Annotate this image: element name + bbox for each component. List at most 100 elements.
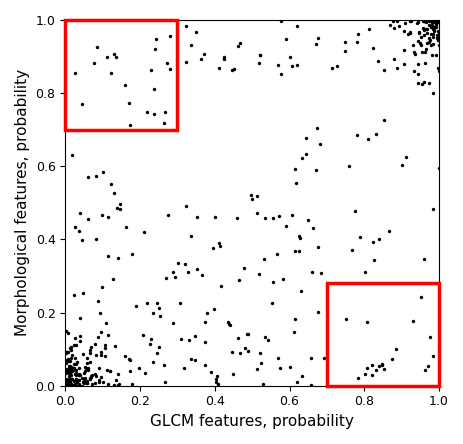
Point bbox=[308, 224, 316, 231]
Point bbox=[67, 381, 75, 388]
Point bbox=[273, 250, 280, 257]
Point bbox=[243, 330, 250, 337]
Point bbox=[63, 349, 70, 356]
Point bbox=[184, 268, 191, 275]
Point bbox=[71, 223, 78, 230]
Point bbox=[408, 41, 416, 48]
Point bbox=[419, 32, 426, 39]
Point bbox=[345, 163, 352, 170]
Point bbox=[401, 154, 408, 161]
Point bbox=[76, 209, 83, 216]
Point bbox=[389, 56, 397, 63]
Point bbox=[227, 349, 235, 356]
Point bbox=[67, 345, 74, 352]
Point bbox=[233, 215, 240, 222]
Point bbox=[175, 260, 182, 267]
Point bbox=[74, 377, 81, 384]
Point bbox=[90, 59, 98, 66]
Point bbox=[347, 247, 355, 254]
Point bbox=[403, 31, 411, 38]
Point bbox=[430, 27, 437, 34]
Point bbox=[432, 18, 440, 25]
Point bbox=[111, 342, 118, 349]
Point bbox=[75, 227, 82, 234]
Point bbox=[64, 379, 72, 386]
Point bbox=[422, 46, 429, 53]
Point bbox=[295, 232, 302, 239]
Point bbox=[422, 18, 429, 25]
Point bbox=[87, 372, 94, 379]
Point bbox=[65, 380, 73, 387]
Point bbox=[147, 66, 155, 73]
Point bbox=[244, 348, 251, 355]
Point bbox=[104, 253, 112, 260]
Point bbox=[374, 362, 382, 369]
Point bbox=[67, 358, 74, 365]
Point bbox=[64, 358, 71, 365]
Point bbox=[433, 16, 440, 24]
Point bbox=[380, 365, 388, 373]
Point bbox=[65, 381, 73, 388]
Point bbox=[106, 368, 113, 375]
Point bbox=[360, 268, 368, 275]
Point bbox=[86, 346, 94, 353]
Point bbox=[418, 18, 425, 25]
Point bbox=[197, 56, 205, 63]
Point bbox=[351, 207, 358, 214]
Point bbox=[333, 63, 340, 70]
Point bbox=[384, 228, 392, 235]
Point bbox=[307, 381, 314, 388]
X-axis label: GLCM features, probability: GLCM features, probability bbox=[150, 414, 353, 429]
Point bbox=[352, 39, 360, 46]
Point bbox=[304, 216, 312, 223]
Point bbox=[115, 381, 122, 388]
Point bbox=[92, 235, 100, 242]
Point bbox=[86, 350, 94, 357]
Point bbox=[248, 195, 256, 202]
Point bbox=[374, 236, 382, 243]
Point bbox=[72, 372, 80, 379]
Point bbox=[67, 382, 75, 389]
Point bbox=[429, 24, 437, 31]
Point bbox=[429, 352, 436, 359]
Point bbox=[408, 317, 415, 325]
Point bbox=[182, 23, 189, 30]
Point bbox=[211, 214, 218, 221]
Point bbox=[155, 344, 163, 351]
Point bbox=[255, 270, 263, 278]
Point bbox=[244, 330, 251, 337]
Point bbox=[113, 204, 121, 211]
Point bbox=[433, 18, 440, 25]
Point bbox=[91, 379, 99, 386]
Point bbox=[84, 366, 92, 373]
Point bbox=[114, 255, 121, 262]
Point bbox=[261, 333, 268, 341]
Point bbox=[163, 59, 170, 66]
Point bbox=[98, 284, 105, 291]
Point bbox=[388, 17, 395, 24]
Point bbox=[187, 355, 194, 362]
Point bbox=[166, 65, 173, 72]
Point bbox=[369, 256, 377, 263]
Point bbox=[225, 321, 233, 328]
Point bbox=[78, 101, 86, 108]
Point bbox=[66, 378, 74, 385]
Point bbox=[407, 18, 414, 25]
Point bbox=[429, 33, 436, 40]
Point bbox=[233, 43, 241, 50]
Point bbox=[290, 316, 298, 323]
Point bbox=[80, 369, 87, 376]
Point bbox=[246, 192, 254, 199]
Point bbox=[68, 376, 75, 383]
Point bbox=[428, 19, 435, 26]
Point bbox=[81, 364, 88, 371]
Point bbox=[153, 299, 161, 306]
Point bbox=[128, 380, 136, 387]
Point bbox=[64, 356, 71, 363]
Point bbox=[288, 63, 295, 70]
Point bbox=[121, 353, 129, 360]
Point bbox=[68, 346, 75, 353]
Point bbox=[426, 23, 433, 30]
Point bbox=[430, 17, 437, 24]
Point bbox=[434, 18, 441, 25]
